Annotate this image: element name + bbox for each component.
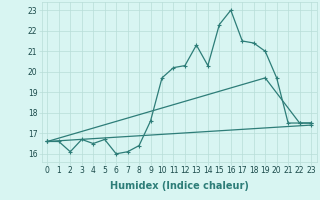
X-axis label: Humidex (Indice chaleur): Humidex (Indice chaleur) xyxy=(110,181,249,191)
